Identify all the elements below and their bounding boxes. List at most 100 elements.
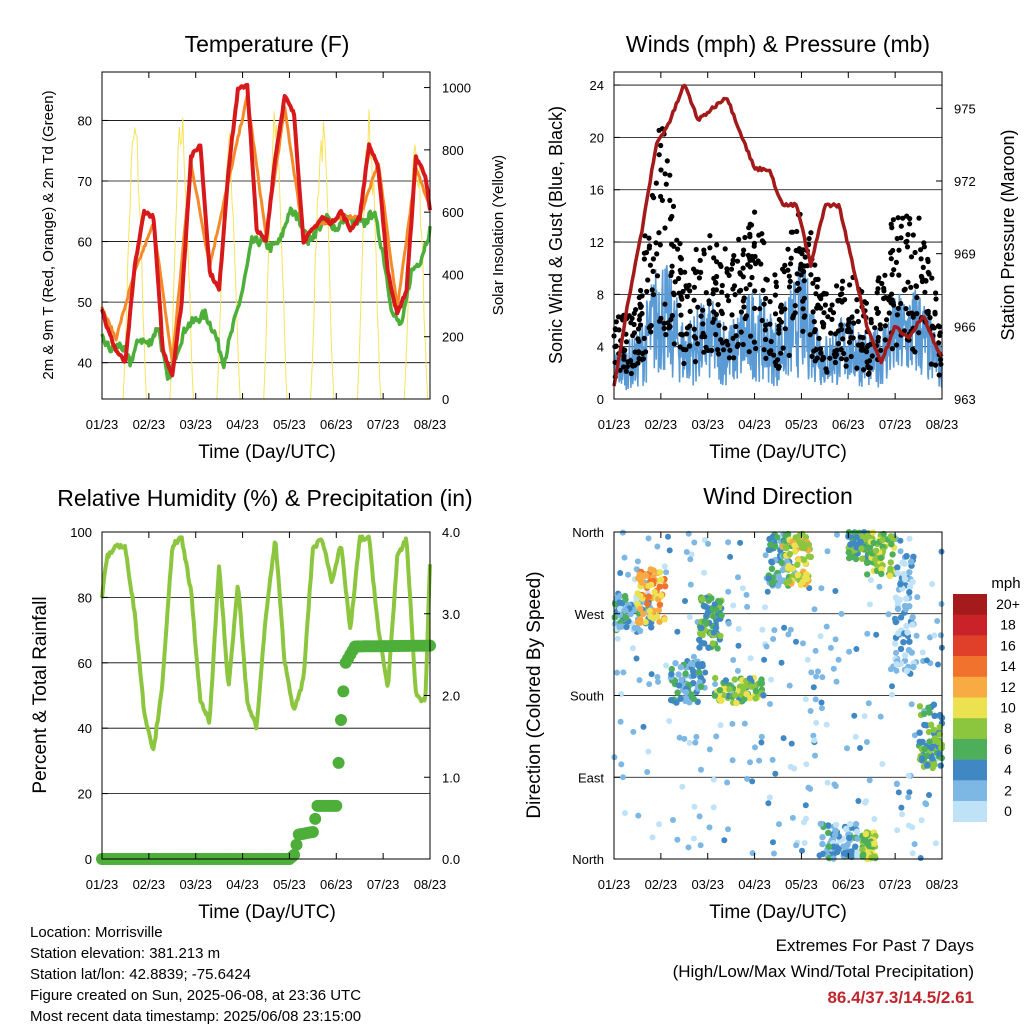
gust-point xyxy=(716,351,722,357)
direction-point xyxy=(901,652,909,659)
direction-point xyxy=(910,553,917,560)
solar-day-pulse xyxy=(216,133,241,400)
direction-point xyxy=(663,569,670,576)
direction-point xyxy=(666,718,673,724)
gust-point xyxy=(742,234,748,241)
direction-point xyxy=(920,710,928,718)
y2-tick-label: 1.0 xyxy=(442,770,460,785)
direction-point xyxy=(832,636,839,643)
direction-point xyxy=(778,559,785,567)
gust-point xyxy=(664,158,670,164)
y-tick-label: 20 xyxy=(590,130,604,145)
direction-point xyxy=(765,575,772,582)
direction-point xyxy=(633,655,640,662)
gust-point xyxy=(918,256,924,262)
direction-point xyxy=(812,696,819,703)
direction-point xyxy=(747,683,755,690)
speed-legend-label: 4 xyxy=(1004,762,1012,778)
gust-point xyxy=(730,335,736,341)
gust-point xyxy=(919,275,925,281)
direction-point xyxy=(853,646,860,652)
y-tick-label: 40 xyxy=(78,721,92,736)
gust-point xyxy=(637,301,643,307)
direction-point xyxy=(705,540,712,547)
gust-point xyxy=(903,306,909,312)
direction-point xyxy=(710,629,717,636)
gust-point xyxy=(763,336,769,343)
temperature-title: Temperature (F) xyxy=(185,31,350,57)
gust-point xyxy=(768,338,774,345)
direction-point xyxy=(776,821,782,828)
gust-point xyxy=(747,282,753,288)
direction-point xyxy=(835,656,842,663)
direction-point xyxy=(734,667,741,674)
direction-point xyxy=(936,731,943,738)
direction-point xyxy=(873,631,880,638)
direction-point xyxy=(931,632,938,639)
direction-point xyxy=(886,572,893,579)
gust-point xyxy=(854,308,860,314)
wind-direction-series xyxy=(611,529,946,863)
direction-point xyxy=(674,689,681,696)
speed-legend-swatch xyxy=(953,656,987,678)
direction-point xyxy=(700,602,708,610)
x-tick-label: 07/23 xyxy=(879,877,912,892)
gust-point xyxy=(650,256,657,262)
speed-legend-label: 6 xyxy=(1004,741,1012,757)
direction-point xyxy=(661,563,668,570)
gust-point xyxy=(635,360,641,366)
gust-point xyxy=(715,302,721,308)
direction-point xyxy=(818,705,825,712)
gust-point xyxy=(821,321,827,327)
direction-point xyxy=(768,676,775,683)
direction-point xyxy=(654,543,661,550)
direction-point xyxy=(804,656,811,663)
gust-point xyxy=(875,338,881,344)
direction-point xyxy=(879,536,886,544)
direction-point xyxy=(905,794,912,801)
gust-point xyxy=(726,355,733,361)
gust-point xyxy=(797,266,804,272)
y-tick-label: 60 xyxy=(78,235,92,250)
gust-point xyxy=(759,238,766,244)
direction-point xyxy=(678,676,685,684)
gust-point xyxy=(872,325,878,331)
direction-point xyxy=(739,683,746,690)
direction-point xyxy=(897,645,905,653)
direction-point xyxy=(768,579,776,587)
direction-point xyxy=(860,851,867,858)
gust-point xyxy=(782,326,788,332)
gust-point xyxy=(753,345,759,352)
direction-point xyxy=(637,605,644,613)
gust-point xyxy=(623,368,629,374)
gust-point xyxy=(883,295,889,301)
gust-point xyxy=(891,267,897,273)
direction-point xyxy=(854,835,861,842)
gust-point xyxy=(746,349,752,355)
gust-point xyxy=(882,337,888,343)
gust-point xyxy=(653,180,659,186)
gust-point xyxy=(677,267,683,273)
direction-point xyxy=(831,831,839,839)
humidity-series xyxy=(96,534,436,865)
gust-point xyxy=(895,215,901,221)
direction-point xyxy=(846,820,854,828)
direction-point xyxy=(749,778,756,785)
gust-point xyxy=(799,251,805,257)
direction-point xyxy=(878,570,885,578)
direction-point xyxy=(762,552,769,559)
gust-point xyxy=(813,346,819,353)
direction-point xyxy=(786,550,794,558)
direction-point xyxy=(721,837,728,844)
gust-point xyxy=(706,298,712,304)
y-tick-label: 60 xyxy=(78,656,92,671)
gust-point xyxy=(647,324,653,330)
gust-point xyxy=(761,347,767,353)
gust-point xyxy=(867,365,874,371)
y2-tick-label: 966 xyxy=(954,319,976,334)
gust-point xyxy=(711,316,717,322)
x-tick-label: 08/23 xyxy=(926,417,959,432)
gust-point xyxy=(658,167,664,173)
direction-point xyxy=(644,769,651,775)
gust-point xyxy=(932,362,939,368)
